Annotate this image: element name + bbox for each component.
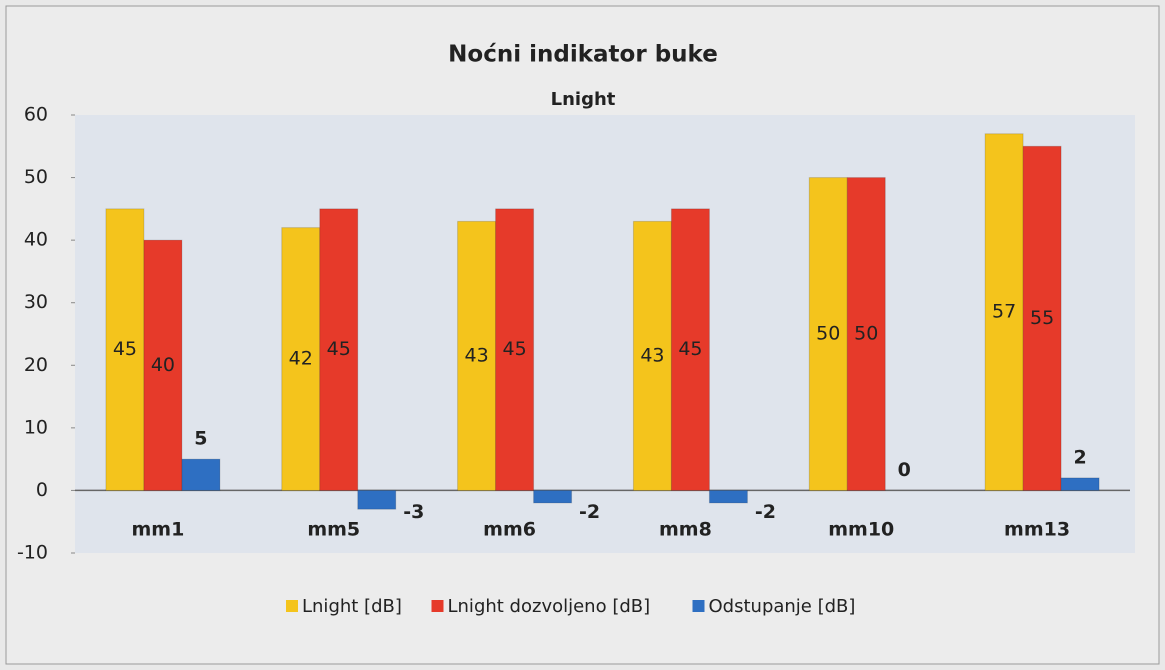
value-label: 40 xyxy=(151,354,175,376)
y-tick-label: 50 xyxy=(24,166,48,188)
bar xyxy=(319,208,359,491)
legend-swatch xyxy=(692,600,705,612)
y-tick-label: 10 xyxy=(24,416,48,438)
bar xyxy=(457,220,497,491)
value-label: 45 xyxy=(502,338,526,360)
y-tick-label: 60 xyxy=(24,104,48,126)
y-tick-label: 0 xyxy=(36,479,48,501)
legend-label: Lnight [dB] xyxy=(302,596,402,617)
x-tick-label: mm6 xyxy=(483,519,536,541)
value-label: 45 xyxy=(327,338,351,360)
bar xyxy=(670,208,710,491)
x-tick-label: mm13 xyxy=(1004,519,1070,541)
x-tick-label: mm1 xyxy=(132,519,185,541)
bar xyxy=(1060,477,1100,491)
value-label: -2 xyxy=(755,501,776,523)
legend-swatch xyxy=(431,600,444,612)
x-tick-label: mm5 xyxy=(307,519,360,541)
bar xyxy=(105,208,145,491)
bar xyxy=(495,208,535,491)
value-label: 0 xyxy=(898,459,911,481)
legend-label: Odstupanje [dB] xyxy=(709,596,856,617)
legend-label: Lnight dozvoljeno [dB] xyxy=(448,596,651,617)
bar xyxy=(357,489,397,510)
value-label: -3 xyxy=(403,501,424,523)
chart-title: Noćni indikator buke xyxy=(448,42,718,68)
y-tick-label: 30 xyxy=(24,291,48,313)
x-tick-label: mm10 xyxy=(828,519,894,541)
x-tick-label: mm8 xyxy=(659,519,712,541)
bar xyxy=(632,220,672,491)
bar xyxy=(181,458,221,491)
chart-subtitle: Lnight xyxy=(551,89,616,110)
bar xyxy=(143,239,183,491)
bar xyxy=(808,177,848,491)
y-tick-label: 20 xyxy=(24,354,48,376)
value-label: 50 xyxy=(854,323,878,345)
y-tick-label: -10 xyxy=(17,542,48,564)
bar xyxy=(708,489,748,504)
bar xyxy=(1022,145,1062,491)
value-label: 43 xyxy=(640,344,664,366)
value-label: 45 xyxy=(113,338,137,360)
value-label: 55 xyxy=(1030,307,1054,329)
legend-swatch xyxy=(286,600,298,612)
value-label: -2 xyxy=(579,501,600,523)
value-label: 50 xyxy=(816,323,840,345)
value-label: 42 xyxy=(289,348,313,370)
value-label: 45 xyxy=(678,338,702,360)
value-label: 5 xyxy=(194,428,207,450)
value-label: 57 xyxy=(992,301,1016,323)
bar xyxy=(281,227,321,491)
bar xyxy=(533,489,573,504)
value-label: 43 xyxy=(464,344,488,366)
y-tick-label: 40 xyxy=(24,229,48,251)
plot-area xyxy=(75,115,1135,553)
bar xyxy=(846,177,886,491)
value-label: 2 xyxy=(1073,446,1086,468)
